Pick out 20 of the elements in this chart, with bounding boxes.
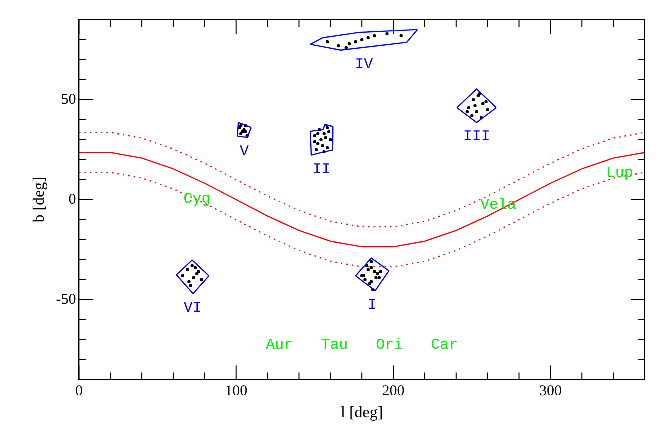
y-tick-label: 50 (61, 92, 76, 108)
annotation: Lup (606, 165, 634, 182)
annotation: Cyg (184, 190, 211, 208)
annotation: Tau (321, 336, 348, 354)
x-tick-label: 100 (225, 384, 248, 400)
x-tick-label: 200 (382, 384, 405, 400)
annotation: Aur (266, 336, 294, 354)
y-axis-title: b [deg] (30, 177, 48, 223)
series-label: I (368, 296, 377, 314)
x-axis-title: l [deg] (340, 404, 384, 422)
y-tick-label: 0 (68, 192, 76, 208)
x-tick-label: 300 (539, 384, 562, 400)
series-label: III (463, 128, 490, 146)
y-tick-label: -50 (56, 292, 76, 308)
series-label: II (312, 161, 331, 178)
series-label: VI (184, 300, 202, 317)
annotation: Car (431, 336, 458, 354)
series-label: IV (355, 56, 374, 74)
annotation: Ori (376, 336, 404, 354)
series-label: V (240, 144, 250, 161)
